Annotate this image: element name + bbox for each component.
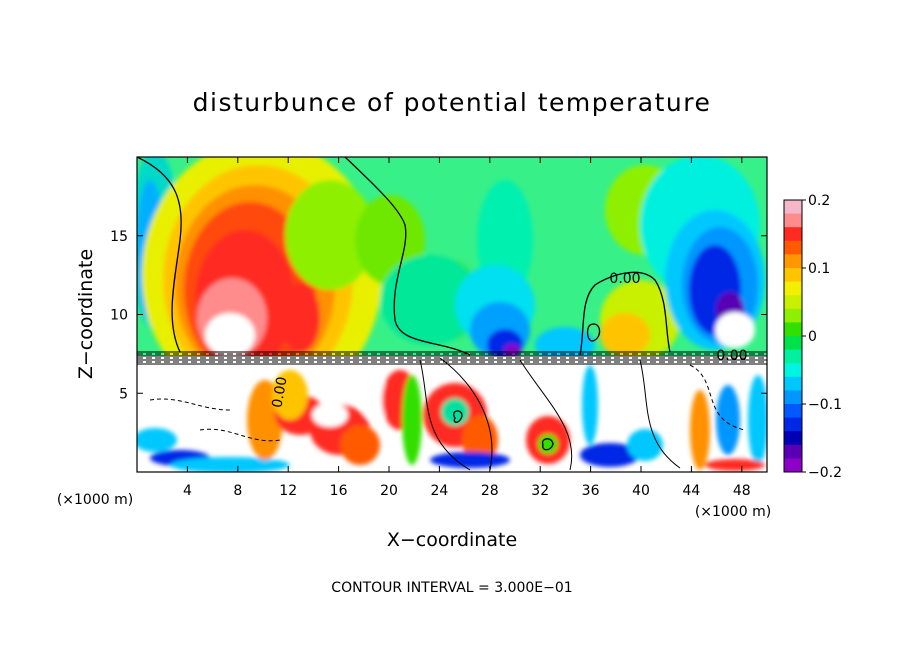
colorbar-swatch bbox=[784, 336, 802, 351]
x-tick-label: 40 bbox=[632, 483, 650, 499]
colorbar-swatch bbox=[784, 281, 802, 296]
contour-line bbox=[586, 323, 601, 342]
field-patch bbox=[280, 283, 320, 353]
colorbar-tick-label: −0.1 bbox=[808, 397, 842, 413]
colorbar-swatch bbox=[784, 254, 802, 269]
contour-line bbox=[439, 357, 493, 471]
colorbar-swatch bbox=[784, 308, 802, 323]
field-patch bbox=[538, 434, 558, 454]
field-shading bbox=[137, 157, 765, 410]
contour-label: 0.00 bbox=[609, 271, 640, 287]
x-unit-right: (×1000 m) bbox=[695, 504, 771, 520]
field-patch bbox=[360, 380, 390, 420]
colorbar-tick-label: −0.2 bbox=[808, 465, 842, 481]
colorbar-tick-label: 0.1 bbox=[808, 261, 830, 277]
contour-labels: 0.00 0.00 0.00 bbox=[269, 271, 747, 409]
x-tick-label: 24 bbox=[430, 483, 448, 499]
contour-interval-note: CONTOUR INTERVAL = 3.000E−01 bbox=[331, 580, 572, 596]
colorbar-swatch bbox=[784, 431, 802, 446]
contour-line bbox=[579, 271, 671, 356]
field-patch bbox=[504, 344, 520, 356]
x-axis-label: X−coordinate bbox=[387, 529, 517, 551]
contour-line bbox=[689, 364, 746, 431]
y-axis-label: Z−coordinate bbox=[75, 249, 97, 379]
field-patch bbox=[716, 385, 740, 455]
contour-label: 0.00 bbox=[716, 348, 747, 364]
colorbar-tick-label: 0.2 bbox=[808, 193, 830, 209]
field-patch bbox=[582, 365, 598, 445]
colorbar-swatch bbox=[784, 390, 802, 405]
colorbar-tick-label: 0 bbox=[808, 329, 817, 345]
x-tick-label: 12 bbox=[279, 483, 297, 499]
field-patch bbox=[600, 313, 650, 357]
x-tick-label: 4 bbox=[183, 483, 192, 499]
colorbar-swatch bbox=[784, 268, 802, 283]
field-patch bbox=[580, 443, 640, 467]
contour-label: 0.00 bbox=[269, 376, 290, 409]
colorbar-swatch bbox=[784, 458, 802, 473]
y-tick-label: 5 bbox=[119, 386, 128, 402]
colorbar-swatch bbox=[784, 444, 802, 459]
y-tick-label: 15 bbox=[110, 229, 128, 245]
x-unit-left: (×1000 m) bbox=[57, 492, 133, 508]
field-patch bbox=[748, 375, 767, 465]
field-patch bbox=[430, 452, 510, 468]
contour-line bbox=[519, 359, 573, 471]
colorbar-swatch bbox=[784, 295, 802, 310]
colorbar-swatch bbox=[784, 376, 802, 391]
colorbar: 0.2 0.1 0 −0.1 −0.2 bbox=[783, 193, 842, 481]
y-tick-label: 10 bbox=[110, 308, 128, 324]
lower-shading bbox=[137, 365, 767, 472]
x-tick-label: 16 bbox=[330, 483, 348, 499]
colorbar-swatch bbox=[784, 363, 802, 378]
contour-line bbox=[453, 410, 463, 423]
contour-line bbox=[344, 157, 471, 356]
field-patch bbox=[627, 429, 663, 461]
x-tick-label: 8 bbox=[233, 483, 242, 499]
chart-title: disturbunce of potential temperature bbox=[193, 88, 712, 117]
contour-line bbox=[137, 157, 182, 353]
field-patch bbox=[715, 312, 755, 348]
contour-line bbox=[419, 359, 471, 471]
field-patch bbox=[272, 370, 308, 420]
colorbar-swatch bbox=[784, 240, 802, 255]
y-axis: 5 10 15 bbox=[110, 229, 767, 402]
colorbar-swatch bbox=[784, 417, 802, 432]
field-patch bbox=[402, 375, 422, 465]
field-patch bbox=[380, 255, 480, 345]
x-tick-label: 44 bbox=[682, 483, 700, 499]
contour-line bbox=[541, 438, 554, 451]
contour-line bbox=[639, 359, 681, 469]
colorbar-swatch bbox=[784, 213, 802, 228]
x-axis: 4 8 12 16 20 24 28 32 36 40 44 48 bbox=[183, 157, 751, 499]
temperature-field bbox=[137, 157, 767, 472]
contour-line bbox=[149, 398, 231, 411]
colorbar-swatch bbox=[784, 200, 802, 215]
field-patch bbox=[312, 403, 348, 427]
x-tick-label: 28 bbox=[481, 483, 499, 499]
field-patch bbox=[285, 180, 375, 290]
x-tick-label: 36 bbox=[582, 483, 600, 499]
colorbar-swatch bbox=[784, 404, 802, 419]
x-tick-label: 32 bbox=[531, 483, 549, 499]
field-patch bbox=[340, 425, 380, 465]
plot-area bbox=[137, 157, 767, 472]
field-patch bbox=[690, 390, 710, 470]
field-patch bbox=[205, 313, 255, 357]
field-patch bbox=[137, 428, 177, 452]
contour-lines bbox=[137, 157, 767, 471]
field-patch bbox=[705, 459, 765, 471]
x-tick-label: 20 bbox=[380, 483, 398, 499]
colorbar-swatch bbox=[784, 349, 802, 364]
x-tick-label: 48 bbox=[733, 483, 751, 499]
contour-line bbox=[199, 428, 281, 442]
colorbar-swatch bbox=[784, 227, 802, 242]
colorbar-swatch bbox=[784, 322, 802, 337]
field-patch bbox=[170, 457, 290, 472]
